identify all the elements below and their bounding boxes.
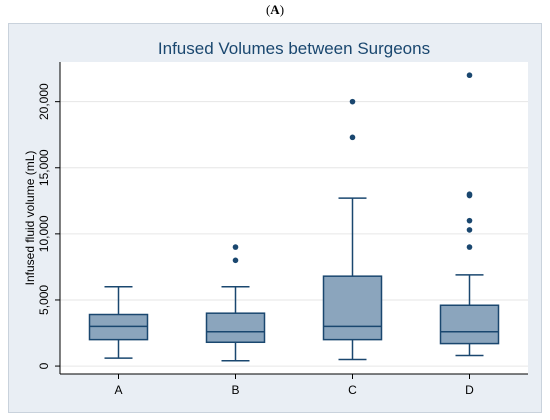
outlier-point [466, 72, 473, 79]
outlier-point [349, 98, 356, 105]
x-tick-label: C [348, 383, 357, 397]
outlier-point [232, 244, 239, 250]
outlier-point [349, 134, 356, 141]
panel-label-letter: A [270, 2, 280, 17]
x-tick-label: A [114, 383, 122, 397]
y-tick-label: 5,000 [37, 285, 51, 315]
box-d [439, 72, 500, 357]
panel-label-open: ( [265, 2, 271, 17]
y-tick-label: 20,000 [37, 83, 51, 120]
y-tick-label: 15,000 [37, 149, 51, 186]
outlier-point [232, 257, 239, 264]
iqr-box [439, 304, 500, 345]
x-axis: A B C D [60, 373, 528, 397]
y-axis: 0 5,000 10,000 15,000 20,000 [37, 62, 61, 374]
box-b [205, 244, 266, 362]
outlier-point [466, 217, 473, 224]
panel-label: (A) [0, 2, 550, 18]
outlier-point [466, 227, 473, 233]
box-c [322, 98, 383, 361]
y-tick-label: 10,000 [37, 215, 51, 252]
iqr-box [322, 275, 383, 341]
outlier-point [466, 191, 473, 198]
gridlines [60, 101, 528, 367]
box-a [88, 285, 149, 359]
panel-label-close: ) [279, 2, 285, 17]
chart-title: Infused Volumes between Surgeons [158, 39, 430, 58]
x-tick-label: B [231, 383, 239, 397]
y-axis-label: Infused fluid volume (mL) [23, 151, 37, 286]
outlier-point [466, 244, 473, 250]
iqr-box [205, 312, 266, 344]
boxes [88, 72, 500, 362]
y-tick-label: 0 [37, 362, 51, 369]
x-tick-label: D [465, 383, 474, 397]
